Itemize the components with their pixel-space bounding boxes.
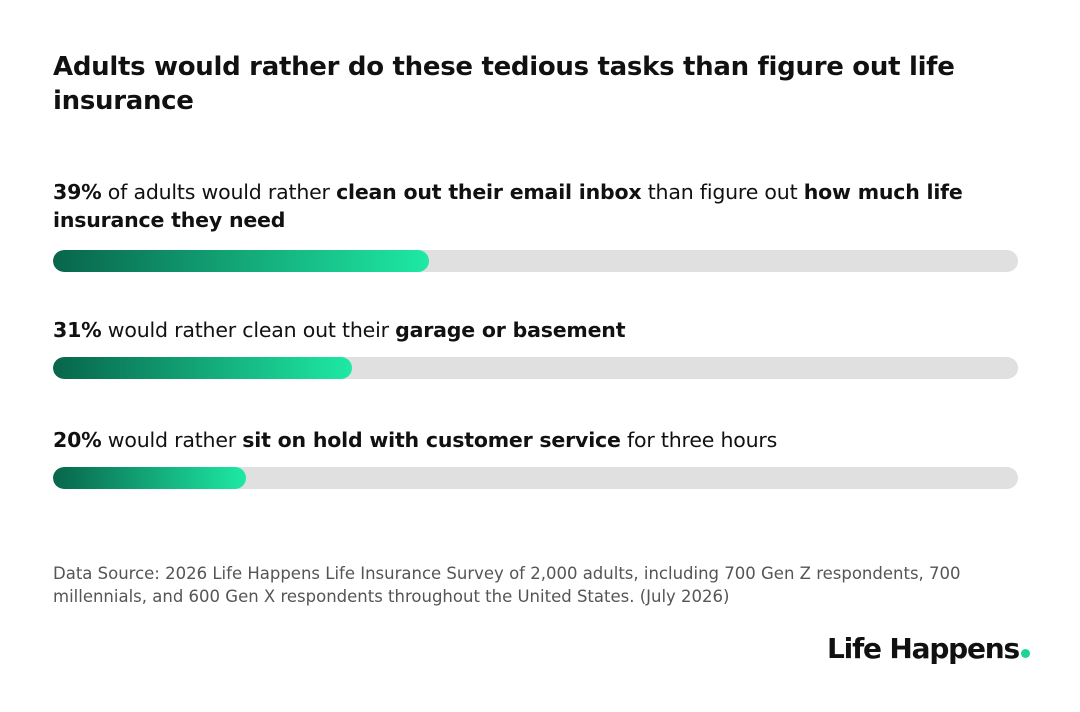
item-label: 20% would rather sit on hold with custom… <box>53 426 1018 454</box>
value-label: 39% <box>53 180 102 204</box>
source-note: Data Source: 2026 Life Happens Life Insu… <box>53 564 961 606</box>
value-label: 20% <box>53 428 102 452</box>
item-label: 39% of adults would rather clean out the… <box>53 178 1018 234</box>
label-segment: for three hours <box>620 428 778 452</box>
label-segment: than figure out <box>641 180 804 204</box>
logo: Life Happens <box>827 632 1030 665</box>
logo-text: Life Happens <box>827 632 1020 665</box>
chart-title: Adults would rather do these tedious tas… <box>53 52 955 116</box>
bar-track <box>53 467 1018 489</box>
value-label: 31% <box>53 318 102 342</box>
bar <box>53 357 353 379</box>
logo-dot <box>1021 649 1030 658</box>
bar-track <box>53 357 1018 379</box>
label-segment: clean out their email inbox <box>336 180 642 204</box>
bar <box>53 467 246 489</box>
label-segment: would rather <box>101 428 243 452</box>
label-segment: sit on hold with customer service <box>242 428 621 452</box>
item-label: 31% would rather clean out their garage … <box>53 316 1018 344</box>
label-segment: how much life insurance they need <box>53 180 970 232</box>
label-segment: of adults would rather <box>101 180 337 204</box>
bar <box>53 250 430 272</box>
label-segment: would rather clean out their <box>101 318 396 342</box>
bar-track <box>53 250 1018 272</box>
label-segment: garage or basement <box>395 318 626 342</box>
